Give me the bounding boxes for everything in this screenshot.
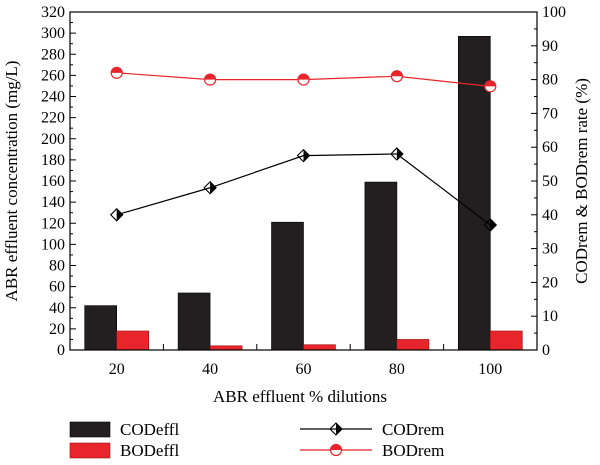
marker-bodrem-20 [110,66,123,79]
legend-marker-bodrem [329,443,343,457]
y2-tick-label-20: 20 [542,274,558,291]
bar-bodeffl-100 [489,330,523,351]
legend-swatch-bodeffl [69,442,111,459]
bar-bodeffl-80 [396,339,430,351]
marker-codrem-20-fill [116,208,123,221]
y-tick-label-220: 220 [41,110,65,127]
marker-codrem-100-outline [483,218,498,232]
bar-codeffl-20 [84,305,117,351]
y2-tick-label-60: 60 [542,139,558,156]
y2-axis-title: CODrem & BODrem rate (%) [572,78,591,284]
marker-codrem-60-fill [303,149,310,162]
marker-codrem-60 [296,148,311,163]
marker-bodrem-40-outline [204,73,217,86]
bar-codeffl-60 [271,221,304,351]
y-tick-label-100: 100 [41,236,65,253]
marker-codrem-100-fill [490,218,497,231]
y-tick-label-80: 80 [49,258,65,275]
y2-tick-label-30: 30 [542,241,558,258]
axes: 0204060801001201401601802002202402602803… [41,4,566,378]
x-tick-label-40: 40 [202,361,218,378]
bar-layer [84,35,523,351]
y2-tick-label-90: 90 [542,38,558,55]
marker-bodrem-60 [297,73,310,86]
marker-bodrem-100-outline [484,80,497,93]
y2-tick-label-50: 50 [542,173,558,190]
y-tick-label-20: 20 [49,321,65,338]
y2-tick-label-100: 100 [542,4,566,21]
marker-bodrem-40 [204,73,217,86]
legend-label-codrem: CODrem [382,420,444,439]
legend-marker-bodrem-outline [329,443,343,457]
legend-marker-codrem [329,422,343,436]
y-tick-label-0: 0 [57,342,65,359]
y2-tick-label-40: 40 [542,207,558,224]
marker-bodrem-80 [390,70,403,83]
x-tick-label-60: 60 [296,361,312,378]
legend-marker-codrem-outline [329,422,343,436]
y-tick-label-280: 280 [41,46,65,63]
marker-codrem-80-fill [396,147,403,160]
y2-tick-label-80: 80 [542,72,558,89]
y-tick-label-320: 320 [41,4,65,21]
y-tick-label-180: 180 [41,152,65,169]
x-tick-label-20: 20 [109,361,125,378]
y2-tick-label-10: 10 [542,308,558,325]
legend: CODeffl BODeffl CODrem BODrem [69,420,444,460]
legend-label-codeffl: CODeffl [120,420,179,439]
y-tick-label-120: 120 [41,215,65,232]
y-tick-label-260: 260 [41,67,65,84]
marker-bodrem-20-outline [110,66,123,79]
marker-codrem-40 [203,180,217,195]
y-tick-label-200: 200 [41,131,65,148]
y-tick-label-60: 60 [49,279,65,296]
y-tick-label-240: 240 [41,89,65,106]
x-axis-title: ABR effluent % dilutions [213,387,387,406]
y2-tick-label-70: 70 [542,105,558,122]
y-axis-title: ABR effluent concentration (mg/L) [2,61,21,302]
y-tick-label-140: 140 [41,194,65,211]
y2-tick-label-0: 0 [542,342,550,359]
y-tick-label-300: 300 [41,25,65,42]
x-tick-label-100: 100 [478,361,502,378]
marker-codrem-100 [483,218,498,232]
marker-codrem-40-outline [203,180,217,195]
line-layer [109,66,498,232]
x-tick-label-80: 80 [389,361,405,378]
marker-codrem-40-fill [210,181,217,194]
bar-bodeffl-20 [116,330,149,351]
y-tick-label-160: 160 [41,173,65,190]
legend-marker-codrem-fill [336,423,342,435]
marker-codrem-80-outline [390,147,404,161]
bar-codeffl-80 [364,181,398,351]
marker-codrem-20-outline [109,208,124,222]
marker-codrem-60-outline [296,148,311,163]
legend-swatch-codeffl [69,421,111,438]
marker-bodrem-80-outline [390,70,403,83]
bar-bodeffl-60 [303,344,336,351]
marker-bodrem-100 [484,80,497,93]
legend-label-bodeffl: BODeffl [120,441,179,460]
legend-label-bodrem: BODrem [382,441,444,460]
marker-codrem-20 [109,208,124,222]
line-codrem [116,153,491,226]
bar-codeffl-40 [177,292,211,351]
bar-bodeffl-40 [209,345,243,351]
marker-bodrem-60-outline [297,73,310,86]
y-tick-label-40: 40 [49,300,65,317]
marker-codrem-80 [390,147,404,161]
